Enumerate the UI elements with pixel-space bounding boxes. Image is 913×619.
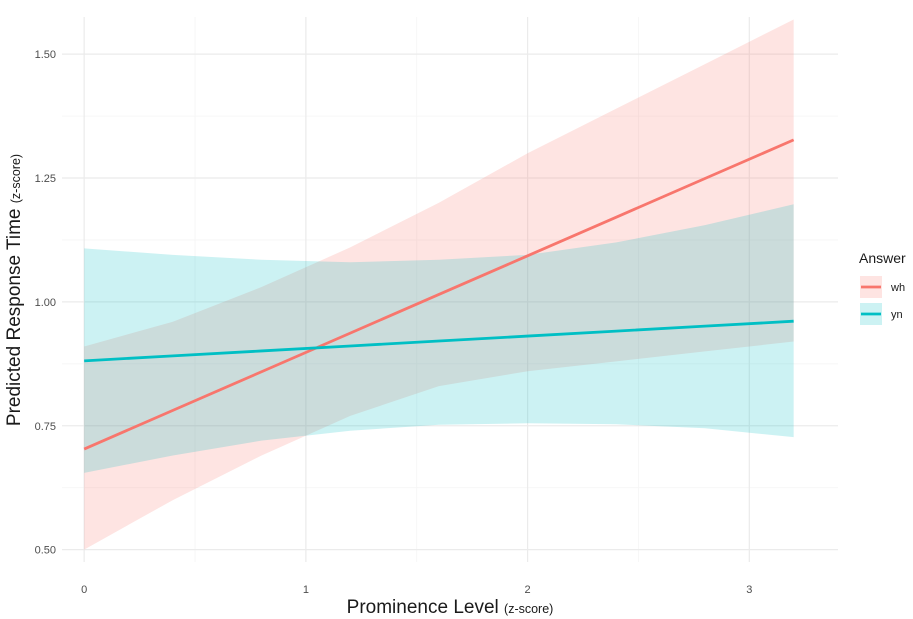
legend-label-wh: wh (890, 282, 905, 294)
line-yn (84, 319, 794, 363)
x-axis-title-suffix: (z-score) (504, 602, 553, 616)
ribbon-wh (84, 19, 794, 550)
x-tick-label: 0 (81, 584, 87, 596)
y-axis-title: Predicted Response Time (z-score) (4, 154, 25, 426)
legend-items: wh yn (860, 276, 905, 325)
y-tick-label: 0.50 (35, 545, 56, 557)
x-tick-labels: 0 1 2 3 (81, 584, 752, 596)
legend-label-yn: yn (891, 309, 903, 321)
x-tick-label: 3 (746, 584, 752, 596)
y-axis-title-suffix: (z-score) (9, 154, 23, 203)
ribbon-yn (84, 204, 794, 473)
legend: Answer wh yn (859, 250, 906, 325)
y-tick-labels: 0.50 0.75 1.00 1.25 1.50 (35, 49, 56, 556)
x-tick-label: 1 (303, 584, 309, 596)
y-axis-title-main: Predicted Response Time (4, 209, 25, 427)
grid-major (62, 17, 838, 562)
fit-lines (83, 138, 795, 451)
y-tick-label: 0.75 (35, 421, 56, 433)
x-axis-title: Prominence Level (z-score) (347, 597, 554, 618)
confidence-ribbons (84, 19, 794, 550)
x-tick-label: 2 (525, 584, 531, 596)
y-tick-label: 1.00 (35, 297, 56, 309)
y-tick-label: 1.25 (35, 173, 56, 185)
y-tick-label: 1.50 (35, 49, 56, 61)
legend-title: Answer (859, 250, 906, 266)
x-axis-title-main: Prominence Level (347, 597, 499, 618)
line-wh (83, 138, 795, 451)
grid-minor (62, 17, 838, 562)
